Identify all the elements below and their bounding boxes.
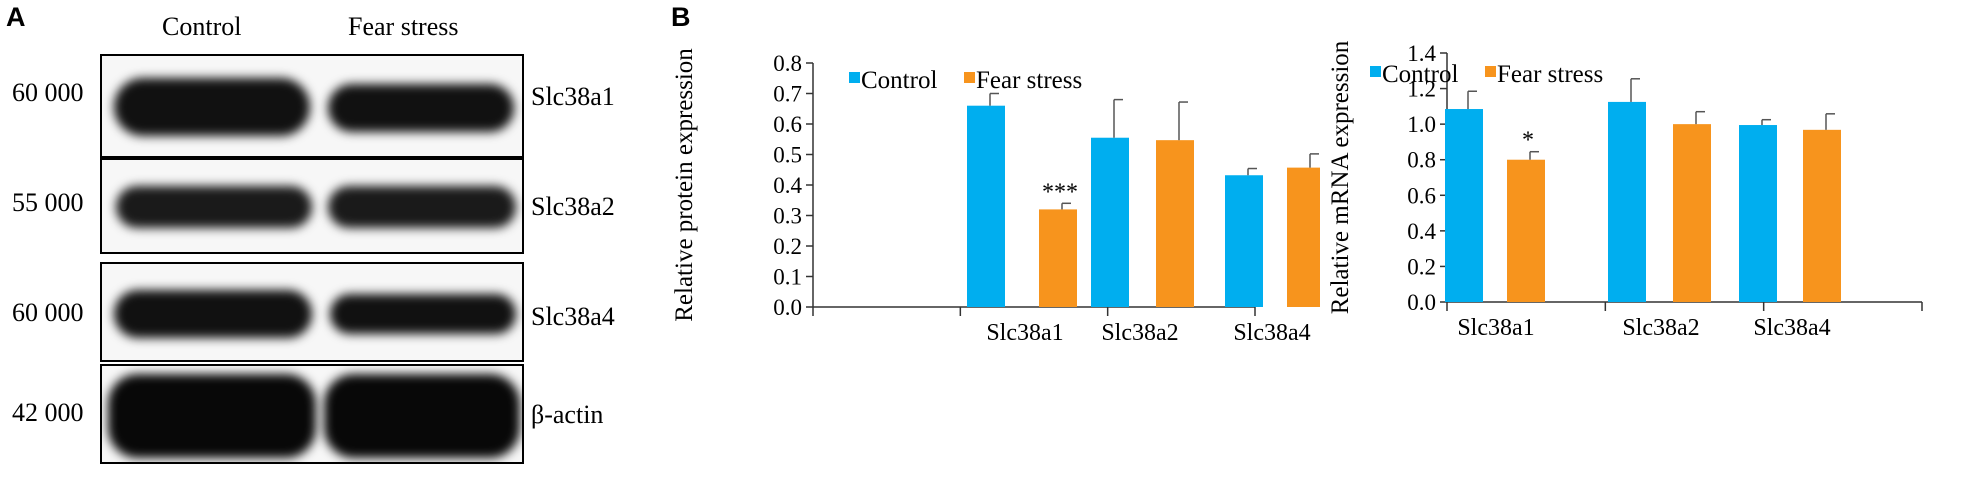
y-tick-label: 0.8 [773, 51, 802, 76]
y-tick-label: 0.3 [773, 204, 802, 229]
legend-label: Fear stress [1497, 61, 1603, 88]
bar [1225, 175, 1263, 307]
molecular-weight-label: 60 000 [12, 298, 84, 327]
y-tick-label: 0.2 [773, 234, 802, 259]
y-tick-label: 0.0 [1407, 290, 1436, 315]
category-label: Slc38a1 [986, 320, 1063, 346]
legend-swatch [1370, 66, 1381, 77]
bar [1673, 124, 1711, 303]
molecular-weight-label: 55 000 [12, 188, 84, 217]
category-label: Slc38a4 [1233, 320, 1310, 346]
protein-label: Slc38a2 [531, 192, 615, 221]
y-tick-label: 1.4 [1407, 41, 1436, 66]
blot-image [100, 54, 524, 158]
blot-band-fear-stress [330, 294, 516, 334]
significance-marker: * [1522, 128, 1534, 154]
protein-label: Slc38a4 [531, 302, 615, 331]
panel-a-label: A [6, 2, 26, 32]
bar [1739, 125, 1777, 303]
bar [1156, 140, 1194, 307]
y-tick-label: 0.6 [773, 112, 802, 137]
blot-band-fear-stress [328, 84, 514, 132]
legend-label: Fear stress [976, 67, 1082, 94]
bar [1445, 109, 1483, 303]
y-axis-label: Relative mRNA expression [1327, 40, 1354, 314]
category-label: Slc38a1 [1457, 315, 1534, 341]
y-tick-label: 1.2 [1407, 77, 1436, 102]
y-tick-label: 0.2 [1407, 254, 1436, 279]
protein-expression-chart: 0.0 0.1 0.2 0.3 0.4 0.5 0.6 0.7 0.8 Relative prot… [671, 48, 1320, 346]
molecular-weight-label: 60 000 [12, 78, 84, 107]
y-tick-label: 0.4 [773, 173, 802, 198]
bar [1287, 167, 1320, 307]
blot-column-fear-stress: Fear stress [348, 12, 459, 41]
blot-band-fear-stress [328, 186, 516, 228]
y-tick-label: 0.6 [1407, 183, 1436, 208]
category-label: Slc38a2 [1622, 315, 1699, 341]
y-tick-label: 0.8 [1407, 148, 1436, 173]
protein-label: Slc38a1 [531, 82, 615, 111]
legend-swatch [849, 72, 860, 83]
bar [967, 105, 1005, 307]
blot-column-control: Control [162, 12, 242, 41]
y-tick-label: 1.0 [1407, 112, 1436, 137]
blot-image [100, 364, 524, 464]
bar [1507, 159, 1545, 302]
legend-label: Control [861, 67, 937, 94]
y-tick-label: 0.1 [773, 265, 802, 290]
panel-b-label: B [671, 2, 691, 32]
legend-label: Control [1382, 61, 1458, 88]
mrna-expression-chart: 0.0 0.2 0.4 0.6 0.8 1.0 1.2 1.4 Relative mRNA ex… [1327, 40, 1923, 341]
blot-band-fear-stress [324, 374, 520, 458]
molecular-weight-label: 42 000 [12, 398, 84, 427]
y-tick-label: 0.4 [1407, 219, 1436, 244]
bar [1803, 129, 1841, 302]
y-tick-label: 0.0 [773, 295, 802, 320]
y-tick-label: 0.5 [773, 143, 802, 168]
blot-band-control [108, 374, 316, 458]
blot-band-control [116, 186, 312, 228]
category-label: Slc38a4 [1753, 315, 1830, 341]
blot-band-control [114, 78, 310, 136]
blot-band-control [114, 290, 312, 338]
protein-label: β-actin [531, 400, 604, 429]
blot-image [100, 262, 524, 362]
category-label: Slc38a2 [1101, 320, 1178, 346]
y-tick-label: 0.7 [773, 82, 802, 107]
bar [1091, 137, 1129, 307]
legend-swatch [1485, 66, 1496, 77]
legend-swatch [964, 72, 975, 83]
bar [1608, 101, 1646, 303]
y-axis-label: Relative protein expression [671, 48, 698, 322]
blot-image [100, 158, 524, 254]
bar [1039, 209, 1077, 307]
significance-marker: *** [1042, 179, 1078, 205]
